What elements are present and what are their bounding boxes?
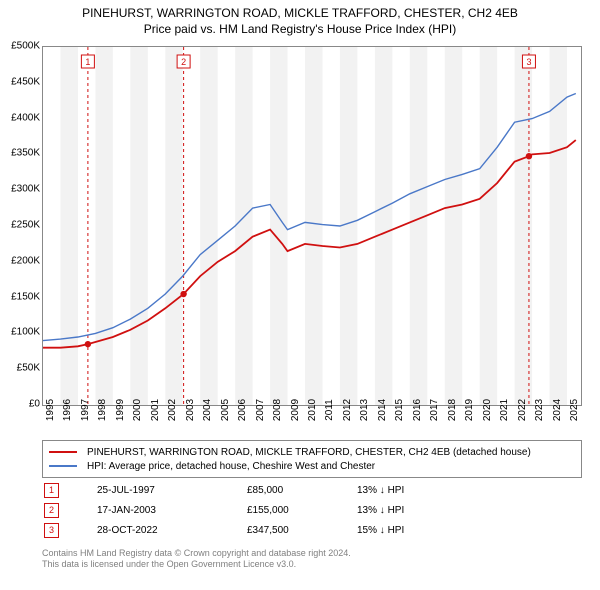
x-tick-label: 2017 (429, 399, 440, 421)
x-tick-label: 1997 (80, 399, 91, 421)
x-tick-label: 2021 (499, 399, 510, 421)
y-tick-label: £0 (29, 399, 40, 410)
x-tick-label: 2008 (272, 399, 283, 421)
marker-price: £347,500 (247, 525, 357, 536)
title-block: PINEHURST, WARRINGTON ROAD, MICKLE TRAFF… (0, 0, 600, 37)
legend-swatch (49, 451, 77, 453)
x-tick-label: 2001 (150, 399, 161, 421)
title-line-1: PINEHURST, WARRINGTON ROAD, MICKLE TRAFF… (0, 6, 600, 22)
svg-text:1: 1 (85, 57, 90, 67)
x-tick-label: 2012 (342, 399, 353, 421)
x-tick-label: 2002 (167, 399, 178, 421)
y-tick-label: £250K (11, 220, 40, 231)
y-tick-label: £350K (11, 148, 40, 159)
marker-badge: 2 (44, 503, 59, 518)
markers-row: 2 17-JAN-2003 £155,000 13% ↓ HPI (42, 500, 582, 520)
y-tick-label: £200K (11, 255, 40, 266)
x-tick-label: 2025 (569, 399, 580, 421)
x-tick-label: 2006 (237, 399, 248, 421)
title-line-2: Price paid vs. HM Land Registry's House … (0, 22, 600, 38)
x-tick-label: 2011 (324, 399, 335, 421)
x-tick-label: 1999 (115, 399, 126, 421)
x-tick-label: 2009 (290, 399, 301, 421)
x-tick-label: 2000 (132, 399, 143, 421)
markers-row: 1 25-JUL-1997 £85,000 13% ↓ HPI (42, 480, 582, 500)
x-tick-label: 2005 (220, 399, 231, 421)
legend-label: PINEHURST, WARRINGTON ROAD, MICKLE TRAFF… (87, 447, 531, 458)
y-tick-label: £400K (11, 112, 40, 123)
marker-delta: 13% ↓ HPI (357, 505, 477, 516)
footer-line-1: Contains HM Land Registry data © Crown c… (42, 548, 351, 559)
markers-row: 3 28-OCT-2022 £347,500 15% ↓ HPI (42, 520, 582, 540)
marker-delta: 13% ↓ HPI (357, 485, 477, 496)
chart-plot-area: 1 2 3 (42, 46, 582, 406)
marker-delta: 15% ↓ HPI (357, 525, 477, 536)
x-tick-label: 2023 (534, 399, 545, 421)
y-tick-label: £450K (11, 76, 40, 87)
chart-svg: 1 2 3 (43, 47, 581, 405)
x-tick-label: 1996 (62, 399, 73, 421)
x-tick-label: 2010 (307, 399, 318, 421)
legend-label: HPI: Average price, detached house, Ches… (87, 461, 375, 472)
marker-date: 25-JUL-1997 (97, 485, 247, 496)
x-tick-label: 2024 (552, 399, 563, 421)
y-tick-label: £300K (11, 184, 40, 195)
legend-item: HPI: Average price, detached house, Ches… (49, 459, 575, 473)
marker-badge: 1 (44, 483, 59, 498)
y-tick-label: £100K (11, 327, 40, 338)
x-tick-label: 2004 (202, 399, 213, 421)
x-tick-label: 2022 (517, 399, 528, 421)
x-tick-label: 2003 (185, 399, 196, 421)
x-tick-label: 2013 (359, 399, 370, 421)
x-tick-label: 2019 (464, 399, 475, 421)
svg-text:2: 2 (181, 57, 186, 67)
y-tick-label: £500K (11, 41, 40, 52)
marker-price: £85,000 (247, 485, 357, 496)
y-tick-label: £50K (17, 363, 40, 374)
x-tick-label: 1998 (97, 399, 108, 421)
marker-price: £155,000 (247, 505, 357, 516)
x-tick-label: 2014 (377, 399, 388, 421)
x-tick-label: 2015 (394, 399, 405, 421)
x-tick-label: 2020 (482, 399, 493, 421)
marker-number: 1 (49, 485, 54, 495)
markers-table: 1 25-JUL-1997 £85,000 13% ↓ HPI 2 17-JAN… (42, 480, 582, 540)
x-tick-label: 2007 (255, 399, 266, 421)
marker-number: 2 (49, 505, 54, 515)
chart-container: PINEHURST, WARRINGTON ROAD, MICKLE TRAFF… (0, 0, 600, 590)
y-tick-label: £150K (11, 291, 40, 302)
x-tick-label: 1995 (45, 399, 56, 421)
svg-text:3: 3 (526, 57, 531, 67)
legend: PINEHURST, WARRINGTON ROAD, MICKLE TRAFF… (42, 440, 582, 478)
marker-number: 3 (49, 525, 54, 535)
marker-date: 28-OCT-2022 (97, 525, 247, 536)
marker-badge: 3 (44, 523, 59, 538)
x-tick-label: 2016 (412, 399, 423, 421)
footer-attribution: Contains HM Land Registry data © Crown c… (42, 548, 351, 571)
footer-line-2: This data is licensed under the Open Gov… (42, 559, 351, 570)
x-tick-label: 2018 (447, 399, 458, 421)
legend-item: PINEHURST, WARRINGTON ROAD, MICKLE TRAFF… (49, 445, 575, 459)
marker-date: 17-JAN-2003 (97, 505, 247, 516)
legend-swatch (49, 465, 77, 467)
